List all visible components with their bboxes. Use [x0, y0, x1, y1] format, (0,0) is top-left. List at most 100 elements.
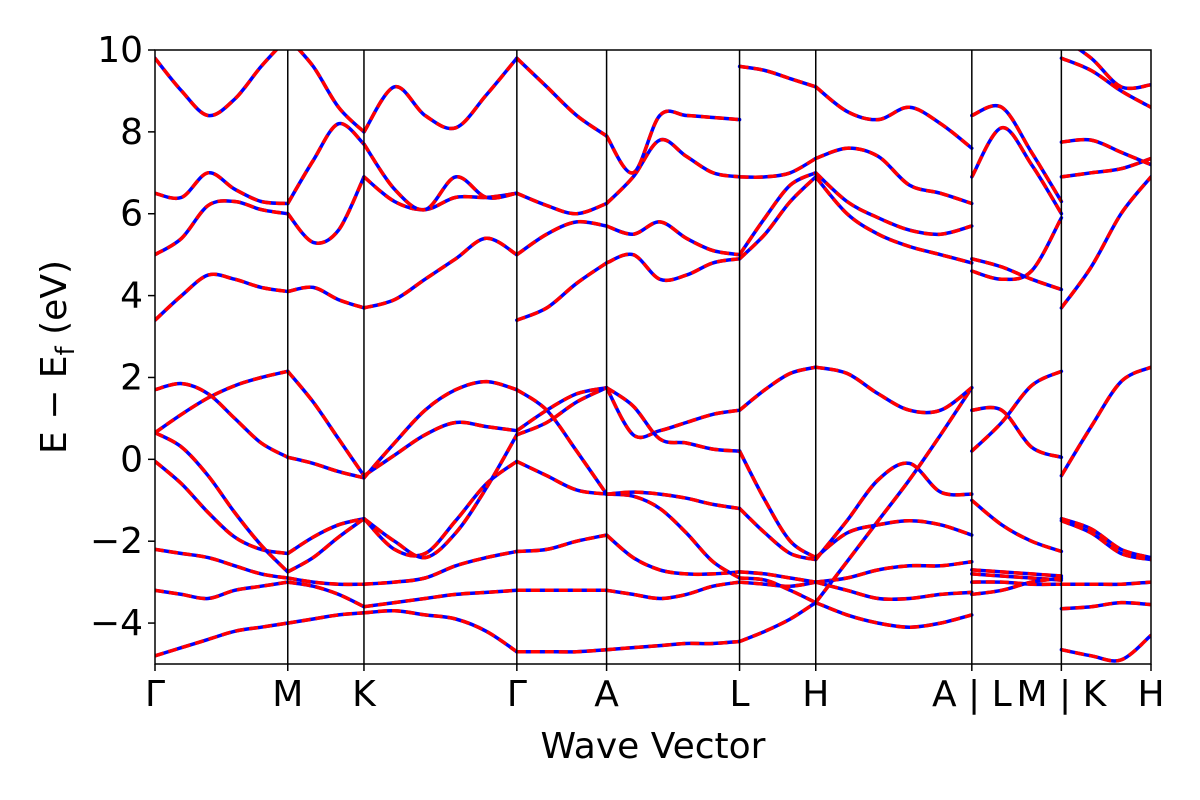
band-line-red-dashed — [814, 386, 974, 604]
band-line-red-dashed — [155, 369, 289, 435]
band-line-red-dashed — [605, 220, 740, 257]
band-line-red-dashed — [363, 236, 518, 310]
band-line-red-dashed — [971, 576, 1062, 597]
y-axis-title-subscript: f — [51, 345, 81, 355]
band-line-red-dashed — [1060, 517, 1151, 560]
band-line-red-dashed — [815, 146, 973, 206]
band-line-red-dashed — [814, 171, 973, 237]
band-line-red-dashed — [1059, 365, 1151, 477]
y-tick-label: 8 — [120, 112, 143, 153]
band-line-red-dashed — [155, 199, 289, 257]
band-line-blue — [286, 576, 366, 587]
band-line-red-dashed — [970, 498, 1062, 554]
band-line-blue — [737, 64, 818, 89]
band-line-red-dashed — [971, 257, 1062, 292]
y-tick-label: −4 — [90, 603, 143, 644]
band-line-red-dashed — [515, 385, 607, 433]
band-line-red-dashed — [155, 272, 289, 322]
band-line-red-dashed — [516, 261, 608, 322]
band-line-red-dashed — [516, 647, 607, 654]
band-line-red-dashed — [1061, 580, 1151, 587]
band-line-red-dashed — [605, 252, 740, 283]
high-symmetry-lines — [287, 50, 1063, 664]
band-line-red-dashed — [515, 219, 607, 257]
band-line-red-dashed — [155, 50, 279, 118]
band-line-red-dashed — [296, 50, 366, 134]
band-line-red-dashed — [606, 492, 741, 580]
band-line-red-dashed — [971, 580, 1062, 587]
band-line-red-dashed — [605, 386, 740, 440]
band-line-red-dashed — [738, 601, 817, 644]
band-line-red-dashed — [516, 386, 608, 437]
x-tick-label: M | K — [1017, 674, 1108, 715]
band-line-red-dashed — [515, 56, 608, 138]
band-line-blue — [286, 285, 366, 310]
band-line-blue — [286, 611, 366, 625]
band-line-blue — [286, 580, 366, 609]
band-line-red-dashed — [605, 386, 740, 453]
band-line-blue — [604, 580, 742, 601]
band-line-blue — [155, 547, 290, 580]
x-tick-label: L — [730, 674, 750, 715]
band-line-red-dashed — [814, 461, 972, 561]
band-line-red-dashed — [971, 104, 1063, 203]
band-line-red-dashed — [738, 365, 817, 412]
band-line-red-dashed — [362, 379, 518, 479]
y-tick-label: 6 — [120, 194, 143, 235]
band-line-red-dashed — [1060, 519, 1151, 562]
x-tick-label: A — [594, 674, 619, 715]
band-line-red-dashed — [738, 507, 817, 562]
x-axis-title: Wave Vector — [541, 726, 766, 767]
band-line-blue — [737, 570, 818, 584]
y-axis-title: E − Ef (eV) — [34, 260, 81, 454]
band-line-red-dashed — [605, 533, 740, 577]
band-line-red-dashed — [155, 381, 289, 459]
band-line-blue — [737, 449, 818, 560]
y-axis-ticks: 10 8 6 4 2 0 −2 −4 — [90, 30, 155, 644]
band-line-red-dashed — [286, 121, 366, 205]
y-tick-label: 0 — [120, 439, 143, 480]
band-line-red-dashed — [738, 171, 817, 256]
band-line-red-dashed — [155, 171, 288, 206]
band-line-red-dashed — [362, 175, 518, 212]
band-line-red-dashed — [815, 559, 973, 584]
band-line-red-dashed — [971, 216, 1063, 282]
band-line-red-dashed — [815, 580, 972, 602]
band-line-red-dashed — [815, 365, 973, 415]
band-line-red-dashed — [515, 388, 609, 496]
y-tick-label: −2 — [90, 521, 143, 562]
band-line-red-dashed — [1061, 156, 1151, 179]
band-line-red-dashed — [363, 420, 518, 478]
band-line-red-dashed — [362, 57, 519, 133]
x-tick-label: Γ — [507, 674, 527, 715]
x-tick-label: H — [1137, 674, 1164, 715]
band-line-red-dashed — [1061, 600, 1151, 611]
band-line-blue — [970, 405, 1064, 460]
band-line-red-dashed — [1059, 175, 1151, 309]
band-line-red-dashed — [738, 175, 817, 261]
x-tick-label: H — [802, 674, 829, 715]
band-line-red-dashed — [1061, 137, 1151, 167]
y-tick-label: 10 — [97, 30, 143, 71]
band-line-red-dashed — [363, 609, 518, 654]
y-tick-label: 4 — [120, 276, 143, 317]
x-tick-label: Γ — [145, 674, 165, 715]
band-line-red-dashed — [1060, 56, 1151, 109]
band-line-red-dashed — [363, 549, 518, 586]
band-line-red-dashed — [815, 600, 973, 629]
band-line-red-dashed — [286, 516, 365, 555]
band-line-blue — [604, 639, 742, 652]
plot-frame — [154, 49, 1152, 665]
band-line-red-dashed — [971, 568, 1062, 578]
band-line-red-dashed — [814, 518, 973, 559]
band-line-red-dashed — [970, 369, 1063, 453]
x-tick-label: A | L — [932, 674, 1012, 715]
band-line-red-dashed — [1077, 50, 1151, 91]
band-line-blue — [155, 580, 290, 601]
band-line-blue — [286, 455, 366, 480]
band-line-blue — [737, 156, 818, 179]
band-line-red-dashed — [362, 433, 519, 560]
band-line-red-dashed — [605, 109, 740, 175]
band-line-red-dashed — [362, 143, 518, 212]
